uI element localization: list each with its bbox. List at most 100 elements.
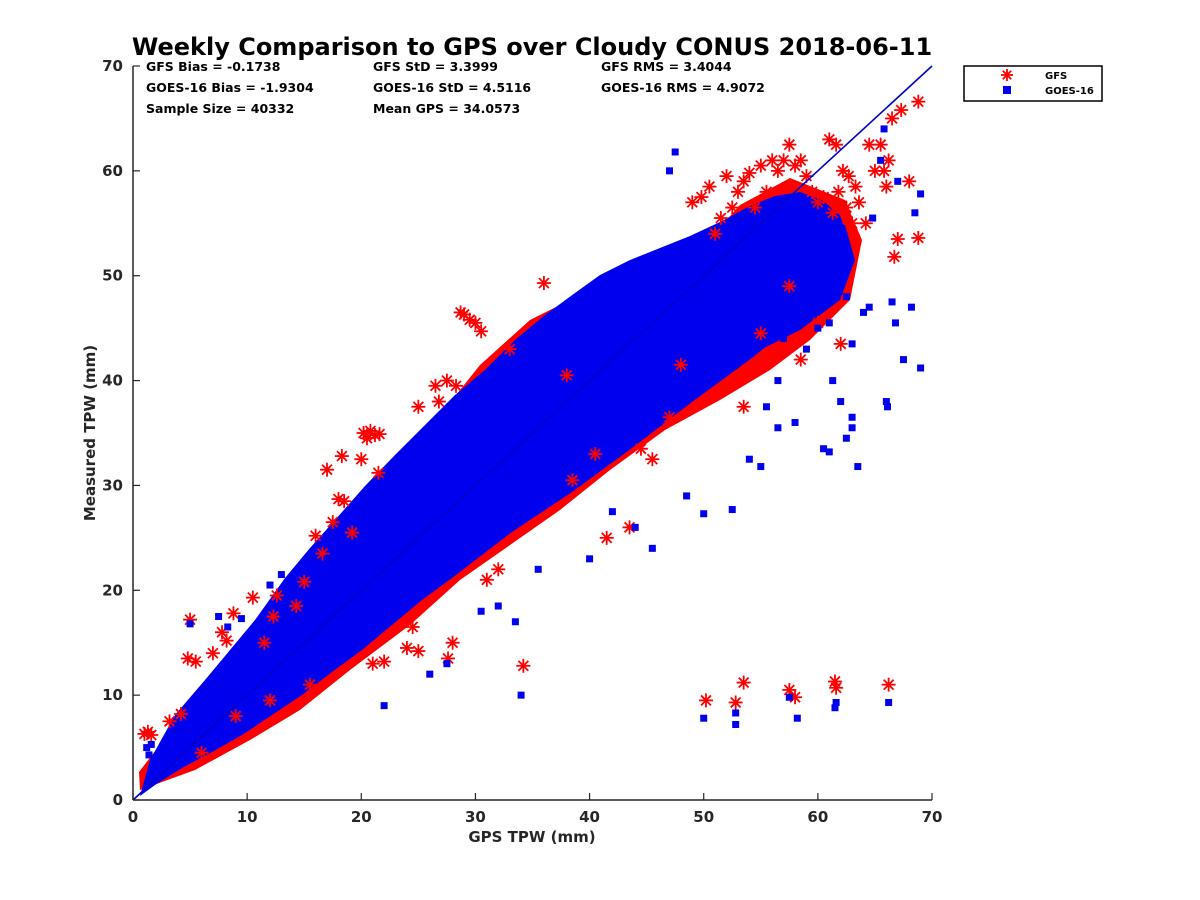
gfs-point — [599, 530, 614, 545]
gfs-point — [694, 190, 709, 205]
goes-16-point — [700, 714, 708, 722]
gfs-point — [708, 226, 723, 241]
goes-16-point — [700, 510, 708, 518]
stat-gfs-rms: GFS RMS = 3.4044 — [601, 59, 732, 74]
gfs-point — [885, 111, 900, 126]
x-tick-label: 70 — [922, 808, 943, 826]
goes-16-point — [224, 623, 232, 631]
gfs-point — [894, 103, 909, 118]
gfs-point — [345, 525, 360, 540]
gfs-point — [829, 680, 844, 695]
density-cloud — [139, 178, 862, 796]
x-axis-label: GPS TPW (mm) — [468, 828, 595, 846]
gfs-point — [867, 163, 882, 178]
legend-gfs-label: GFS — [1045, 71, 1067, 82]
gfs-point — [829, 137, 844, 152]
goes-16-point — [917, 364, 925, 372]
goes-16-point — [888, 298, 896, 306]
x-tick-label: 0 — [128, 808, 138, 826]
goes-16-point — [917, 190, 925, 198]
goes-16-point — [774, 377, 782, 385]
gfs-point — [365, 656, 380, 671]
legend-goes-label: GOES-16 — [1045, 86, 1094, 97]
legend-goes-marker — [1003, 86, 1011, 94]
goes-16-point — [757, 463, 765, 471]
gfs-point — [377, 654, 392, 669]
gfs-point — [673, 357, 688, 372]
goes-16-point — [237, 615, 245, 623]
goes-16-point — [147, 740, 155, 748]
gfs-point — [816, 190, 831, 205]
series-goes-16 — [143, 125, 925, 764]
gfs-point — [474, 324, 489, 339]
goes-16-point — [885, 698, 893, 706]
gfs-point — [833, 336, 848, 351]
goes-16-point — [312, 560, 320, 568]
x-tick-label: 10 — [237, 808, 258, 826]
gfs-point — [719, 169, 734, 184]
gfs-point — [851, 195, 866, 210]
gfs-point — [188, 654, 203, 669]
gfs-point — [776, 153, 791, 168]
gfs-point — [902, 174, 917, 189]
goes-16-point — [745, 455, 753, 463]
y-axis-label: Measured TPW (mm) — [81, 345, 99, 521]
legend-gfs-marker — [1001, 69, 1013, 81]
gfs-point — [748, 200, 763, 215]
gfs-point — [162, 714, 177, 729]
goes-16-point — [169, 749, 177, 757]
gfs-point — [325, 515, 340, 530]
gfs-point — [736, 675, 751, 690]
goes-16-point — [683, 492, 691, 500]
goes-16-point — [848, 424, 856, 432]
gfs-point — [911, 230, 926, 245]
goes-16-point — [865, 303, 873, 311]
gfs-point — [266, 609, 281, 624]
gfs-point — [793, 153, 808, 168]
one-to-one-line — [132, 65, 933, 801]
axes: 0 10 20 30 40 50 60 70 0 10 20 30 40 50 60 70 — [102, 57, 942, 826]
gfs-point — [367, 428, 382, 443]
goes-blue-cloud-mid — [300, 455, 445, 605]
goes-16-point — [848, 340, 856, 348]
gfs-point — [289, 599, 304, 614]
goes-16-point — [802, 345, 810, 353]
x-tick-label: 60 — [807, 808, 828, 826]
goes-16-point — [860, 308, 868, 316]
gfs-point — [873, 137, 888, 152]
stat-sample-size: Sample Size = 40332 — [146, 101, 294, 116]
goes-16-point — [820, 445, 828, 453]
gfs-point — [297, 574, 312, 589]
goes-16-point — [215, 613, 223, 620]
x-tick-label: 30 — [465, 808, 486, 826]
goes-16-point — [882, 398, 890, 406]
gfs-point — [262, 693, 277, 708]
gfs-point — [228, 709, 243, 724]
stat-goes-bias: GOES-16 Bias = -1.9304 — [146, 80, 314, 95]
goes-16-point — [163, 756, 171, 764]
goes-16-point — [842, 293, 850, 301]
y-tick-label: 0 — [113, 791, 123, 809]
gfs-point — [728, 695, 743, 710]
gfs-point — [588, 446, 603, 461]
x-tick-label: 40 — [579, 808, 600, 826]
gfs-point — [371, 465, 386, 480]
goes-16-point — [762, 403, 770, 411]
goes-16-point — [426, 670, 434, 678]
goes-16-point — [854, 463, 862, 471]
goes-16-point — [825, 319, 833, 327]
goes-16-point — [899, 356, 907, 364]
gfs-point — [841, 169, 856, 184]
gfs-point — [399, 640, 414, 655]
gfs-point — [730, 184, 745, 199]
gfs-point — [144, 727, 159, 742]
goes-16-point — [791, 419, 799, 427]
goes-16-point — [443, 660, 451, 668]
goes-16-point — [848, 413, 856, 421]
goes-16-point — [907, 303, 915, 311]
y-tick-label: 30 — [102, 476, 123, 494]
goes-16-point — [880, 125, 888, 133]
y-tick-label: 10 — [102, 686, 123, 704]
statistics-block: GFS Bias = -0.1738 GFS StD = 3.3999 GFS … — [146, 59, 765, 116]
gfs-point — [831, 184, 846, 199]
